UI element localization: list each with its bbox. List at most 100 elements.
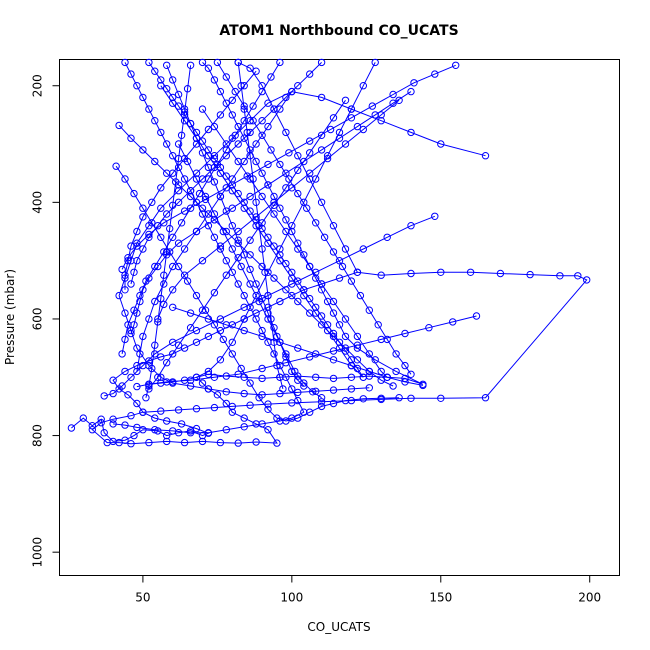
data-point — [377, 367, 385, 376]
data-point — [383, 335, 391, 344]
data-point — [79, 414, 88, 422]
data-point — [130, 189, 138, 198]
data-point — [300, 198, 308, 207]
data-point — [204, 429, 213, 437]
data-point — [347, 356, 356, 364]
data-point — [201, 192, 210, 201]
data-point — [228, 408, 237, 416]
data-point — [437, 268, 445, 276]
data-point — [437, 394, 445, 402]
data-point — [169, 169, 177, 177]
data-point — [109, 415, 117, 423]
data-point — [276, 297, 284, 306]
data-point — [258, 169, 266, 177]
data-point — [410, 79, 418, 87]
data-point — [279, 385, 287, 393]
data-point — [335, 338, 344, 346]
data-point — [294, 239, 302, 247]
data-point — [198, 379, 207, 387]
data-point — [169, 262, 177, 271]
series-3 — [115, 87, 490, 399]
data-point — [174, 406, 183, 414]
data-point — [312, 175, 320, 183]
data-point — [169, 152, 177, 160]
data-point — [133, 82, 141, 90]
data-point — [163, 61, 171, 70]
data-point — [186, 119, 195, 128]
data-point — [377, 111, 385, 119]
data-point — [282, 417, 290, 425]
data-point — [198, 149, 207, 157]
data-point — [121, 286, 129, 294]
data-point — [294, 82, 302, 90]
data-point — [127, 70, 135, 78]
data-point — [258, 262, 266, 271]
data-point — [270, 338, 278, 346]
data-point — [210, 178, 219, 186]
data-point — [145, 438, 153, 447]
data-point — [243, 128, 251, 137]
data-point — [365, 350, 373, 358]
data-point — [115, 438, 123, 447]
data-point — [282, 286, 290, 294]
series-14 — [213, 58, 415, 378]
data-point — [341, 245, 350, 253]
data-point — [306, 149, 314, 157]
data-point — [377, 394, 385, 402]
data-point — [169, 76, 177, 84]
data-point — [115, 291, 123, 300]
data-point — [276, 245, 284, 253]
data-point — [276, 338, 284, 346]
series-23 — [145, 96, 350, 393]
data-point — [186, 382, 195, 390]
data-point — [240, 134, 248, 142]
data-point — [246, 64, 254, 72]
data-point — [312, 219, 320, 227]
data-point — [222, 257, 231, 265]
data-point — [323, 321, 332, 329]
data-point — [124, 257, 132, 265]
data-point — [169, 286, 177, 294]
series-12 — [118, 58, 284, 358]
data-point — [407, 370, 415, 378]
data-point — [237, 364, 245, 373]
data-point — [216, 169, 225, 177]
data-point — [347, 373, 356, 381]
data-point — [341, 315, 350, 323]
data-point — [240, 315, 248, 323]
data-point — [264, 400, 272, 408]
data-point — [317, 402, 326, 411]
data-point — [326, 125, 335, 134]
data-point — [109, 376, 117, 384]
data-point — [169, 93, 177, 102]
data-point — [317, 286, 326, 294]
data-point — [264, 405, 272, 413]
data-point — [258, 420, 266, 428]
data-point — [151, 426, 159, 434]
data-point — [222, 73, 231, 81]
data-point — [112, 162, 120, 170]
data-point — [556, 272, 564, 280]
series-20 — [133, 87, 296, 376]
data-point — [306, 70, 314, 78]
data-point — [192, 373, 201, 381]
data-point — [130, 268, 138, 276]
data-point — [359, 82, 367, 90]
data-point — [157, 294, 165, 303]
data-point — [222, 184, 231, 192]
data-point — [282, 216, 290, 224]
data-point — [306, 262, 314, 271]
data-point — [186, 192, 195, 201]
data-point — [234, 227, 242, 236]
data-point — [246, 280, 254, 288]
data-point — [88, 422, 97, 430]
data-point — [374, 321, 382, 329]
data-point — [139, 213, 147, 221]
data-point — [145, 233, 153, 242]
data-point — [329, 309, 338, 317]
data-point — [341, 96, 350, 105]
data-point — [177, 420, 186, 428]
data-point — [198, 306, 207, 314]
data-point — [335, 321, 344, 329]
data-point — [97, 419, 105, 427]
